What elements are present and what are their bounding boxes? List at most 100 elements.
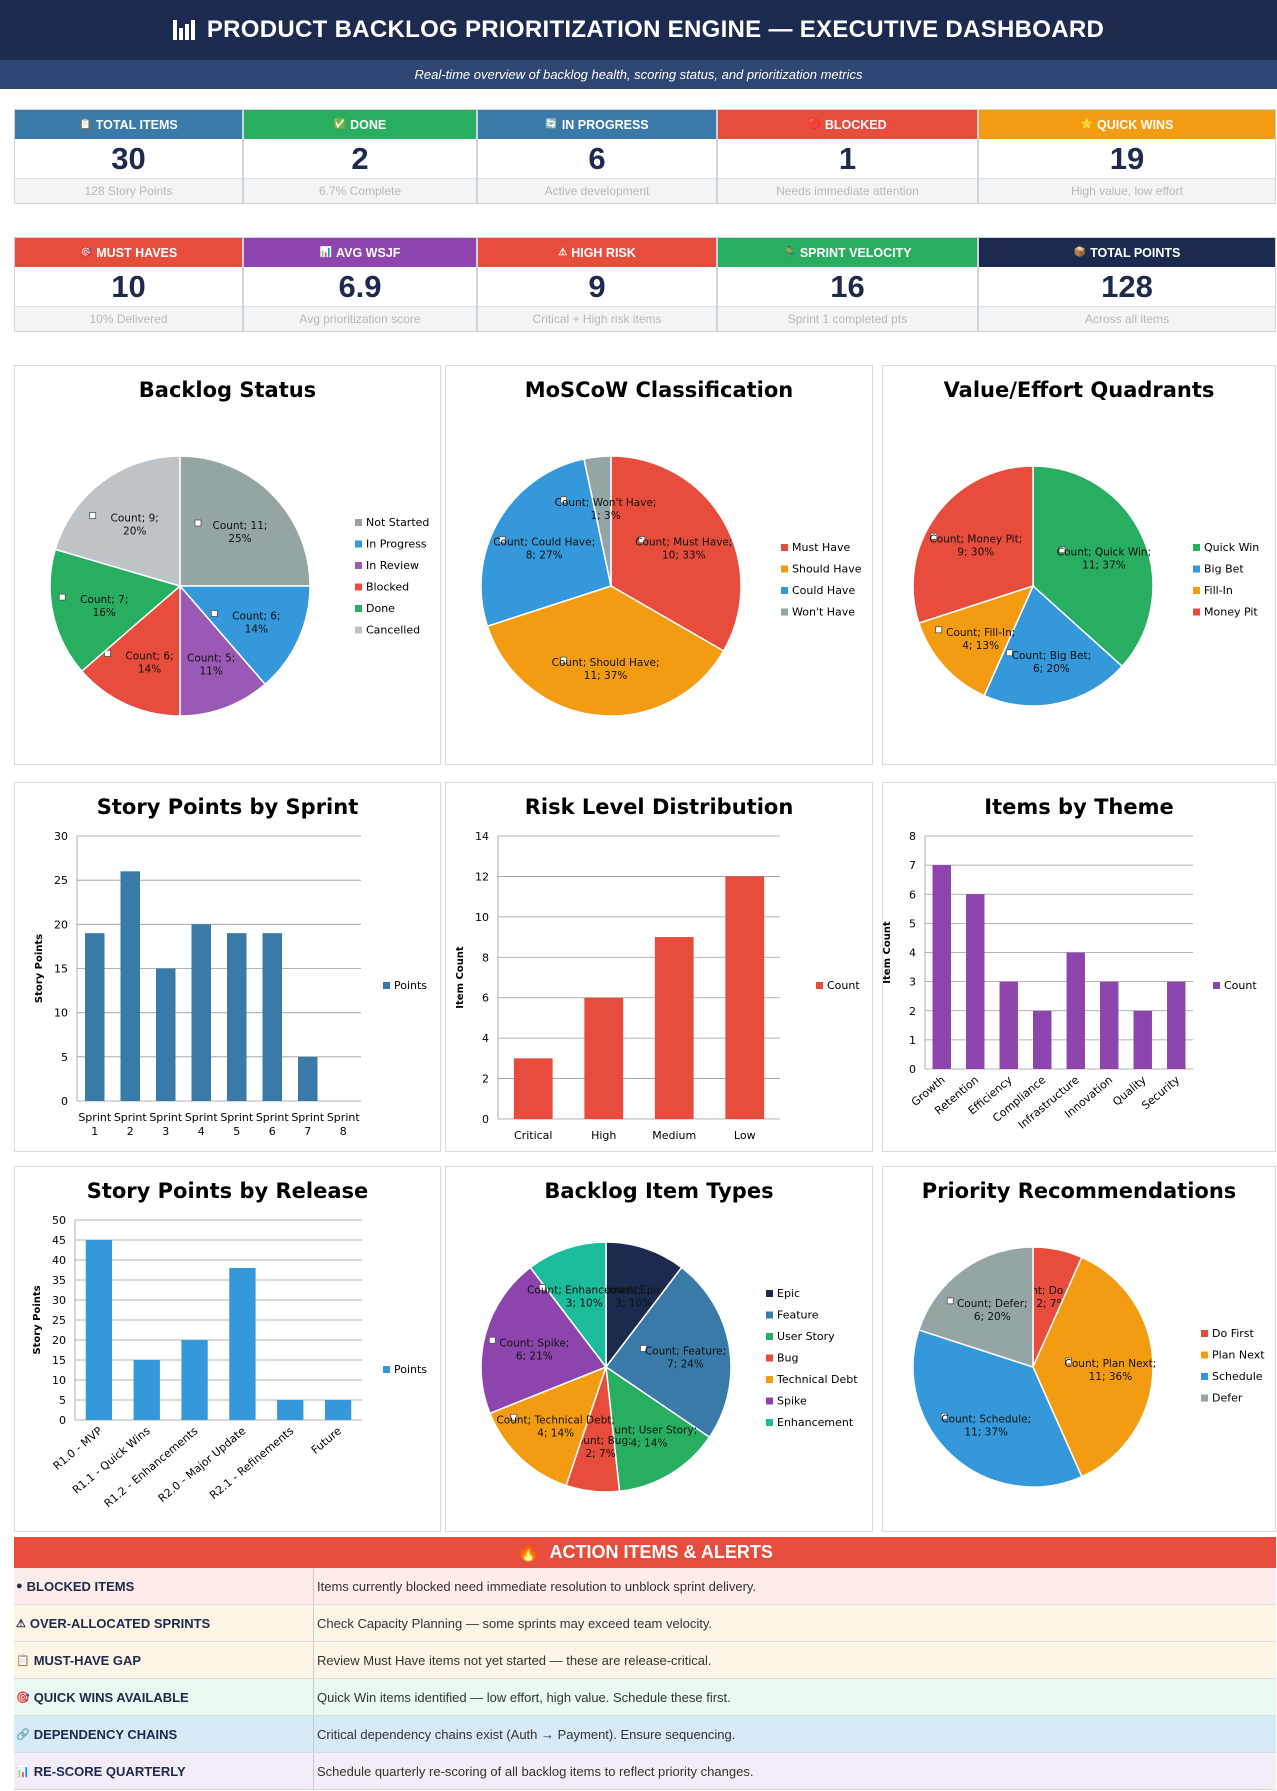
slice-data-label: Count; Money Pit; 9; 30% xyxy=(929,532,1022,558)
legend-swatch xyxy=(781,587,788,594)
slice-data-label: Count; Enhancement; 3; 10% xyxy=(527,1284,641,1310)
y-tick-label: 5 xyxy=(909,917,916,930)
risk-level-chart: Risk Level Distribution 0 2 4 6 8 10 12 14 Critic… xyxy=(445,782,873,1152)
theme-items-chart: Items by Theme 0 1 2 3 4 5 6 7 8 Growth Retention Ef… xyxy=(882,782,1276,1152)
bar xyxy=(155,968,176,1101)
pie-slice xyxy=(610,455,742,653)
legend-swatch xyxy=(1201,1351,1208,1359)
bar xyxy=(725,876,765,1119)
bar xyxy=(1133,1010,1152,1069)
slice-label-text: Count; Plan Next; 11; 36% xyxy=(1065,1358,1157,1383)
legend-entry: Spike xyxy=(777,1395,807,1408)
alert-label: DEPENDENCY CHAINS xyxy=(33,1726,178,1742)
kpi-card: 📊 AVG WSJF 6.9 Avg prioritization score xyxy=(243,237,477,332)
y-tick-label: 20 xyxy=(54,918,68,931)
y-tick-label: 15 xyxy=(54,963,68,976)
pie-slice xyxy=(917,584,1035,697)
legend-entry: Big Bet xyxy=(1204,563,1244,576)
slice-label-text: Count; Schedule; 11; 37% xyxy=(941,1413,1031,1438)
bar xyxy=(1066,952,1085,1069)
x-tick-label: R2.1 - Refinements xyxy=(207,1424,296,1502)
kpi-label: HIGH RISK xyxy=(571,245,636,260)
y-tick-label: 25 xyxy=(54,874,68,887)
slice-data-label: Count; Bug; 2; 7% xyxy=(555,1434,632,1460)
legend-entry: Count xyxy=(827,979,860,992)
y-tick-label: 14 xyxy=(475,830,489,843)
kpi-subtext: Sprint 1 completed pts xyxy=(718,306,977,331)
legend-entry: Must Have xyxy=(792,541,851,554)
legend-entry: User Story xyxy=(777,1330,835,1343)
legend-entry: In Progress xyxy=(366,538,427,551)
legend-entry: Not Started xyxy=(366,516,429,529)
kpi-header: ✅ DONE xyxy=(244,110,476,139)
slice-data-label: Count; Technical Debt; 4; 14% xyxy=(496,1413,615,1439)
legend-swatch xyxy=(383,1366,390,1373)
y-tick-label: 15 xyxy=(52,1354,66,1367)
kpi-subtext: Avg prioritization score xyxy=(244,306,476,331)
slice-label-text: Count; Quick Win; 11; 37% xyxy=(1057,547,1151,572)
legend-entry: Enhancement xyxy=(777,1416,854,1429)
alert-key: ● BLOCKED ITEMS xyxy=(14,1568,314,1604)
legend-swatch xyxy=(355,562,362,569)
legend-swatch xyxy=(766,1376,773,1383)
kpi-header: 📋 TOTAL ITEMS xyxy=(15,110,242,139)
bar xyxy=(277,1400,304,1420)
chart-title: Backlog Item Types xyxy=(544,1179,774,1203)
alert-key: 📋 MUST-HAVE GAP xyxy=(14,1642,314,1678)
bar xyxy=(1033,1010,1052,1069)
kpi-label: QUICK WINS xyxy=(1097,117,1174,132)
alerts-header: 🔥 ACTION ITEMS & ALERTS xyxy=(14,1537,1276,1568)
legend-entry: Money Pit xyxy=(1204,606,1258,619)
bar xyxy=(120,871,141,1101)
item-types-chart: Backlog Item Types Count; Epic; 3; 10% Epic… xyxy=(445,1166,873,1532)
slice-label-text: Count; Enhancement; 3; 10% xyxy=(527,1285,641,1310)
slice-label-text: Count; 6; 14% xyxy=(232,610,280,635)
kpi-subtext: Active development xyxy=(478,178,716,203)
kpi-icon: 📊 xyxy=(319,247,333,258)
slice-label-text: Count; Should Have; 11; 37% xyxy=(552,657,660,682)
slice-data-label: Count; 11; 25% xyxy=(194,519,267,545)
y-tick-label: 30 xyxy=(54,830,68,843)
kpi-label: MUST HAVES xyxy=(96,245,178,260)
alert-row: ● BLOCKED ITEMS Items currently blocked ne… xyxy=(14,1568,1276,1605)
alert-row: 📊 RE-SCORE QUARTERLY Schedule quarterly re… xyxy=(14,1753,1276,1790)
y-tick-label: 4 xyxy=(909,947,916,960)
slice-label-text: Count; User Story; 4; 14% xyxy=(601,1424,698,1449)
kpi-card: 📦 TOTAL POINTS 128 Across all items xyxy=(978,237,1276,332)
alert-icon: 🎯 xyxy=(16,1691,30,1704)
legend-entry: Technical Debt xyxy=(776,1373,858,1386)
slice-label-text: Count; Feature; 7; 24% xyxy=(645,1345,726,1370)
y-tick-label: 1 xyxy=(909,1034,916,1047)
legend-swatch xyxy=(355,519,362,526)
bar xyxy=(84,933,105,1101)
slice-label-text: Count; 5; 11% xyxy=(187,653,235,678)
kpi-label: TOTAL POINTS xyxy=(1090,245,1181,260)
legend-swatch xyxy=(383,982,390,989)
slice-label-text: Count; Defer; 6; 20% xyxy=(957,1298,1028,1323)
slice-data-label: Count; Plan Next; 11; 36% xyxy=(1065,1357,1157,1383)
kpi-value: 30 xyxy=(111,140,146,176)
kpi-subtext: 128 Story Points xyxy=(15,178,242,203)
priority-recommendations-chart: Priority Recommendations Count; Do First;… xyxy=(882,1166,1276,1532)
kpi-card: 🏃 SPRINT VELOCITY 16 Sprint 1 completed p… xyxy=(717,237,978,332)
pie-slice xyxy=(604,1266,732,1439)
bar xyxy=(1100,981,1119,1069)
pie-slice xyxy=(605,1241,683,1370)
legend-entry: Blocked xyxy=(366,581,409,594)
kpi-header: 🏃 SPRINT VELOCITY xyxy=(718,238,977,267)
x-tick-label: Sprint 1 xyxy=(78,1111,112,1138)
legend-entry: Epic xyxy=(777,1287,800,1300)
bar xyxy=(1167,981,1186,1069)
alert-description: Critical dependency chains exist (Auth →… xyxy=(317,1726,736,1742)
slice-data-label: Count; 9; 20% xyxy=(89,512,159,537)
x-tick-label: Low xyxy=(734,1129,756,1142)
kpi-subtext: Critical + High risk items xyxy=(478,306,716,331)
kpi-header: ⚠ HIGH RISK xyxy=(478,238,716,267)
alert-key: 🎯 QUICK WINS AVAILABLE xyxy=(14,1679,314,1715)
kpi-label: SPRINT VELOCITY xyxy=(799,245,912,260)
slice-data-label: Count; Quick Win; 11; 37% xyxy=(1057,546,1151,572)
x-tick-label: Critical xyxy=(514,1129,552,1142)
x-tick-label: Sprint 4 xyxy=(185,1111,219,1138)
fire-icon: 🔥 xyxy=(517,1542,540,1562)
kpi-header: ⭐ QUICK WINS xyxy=(979,110,1275,139)
